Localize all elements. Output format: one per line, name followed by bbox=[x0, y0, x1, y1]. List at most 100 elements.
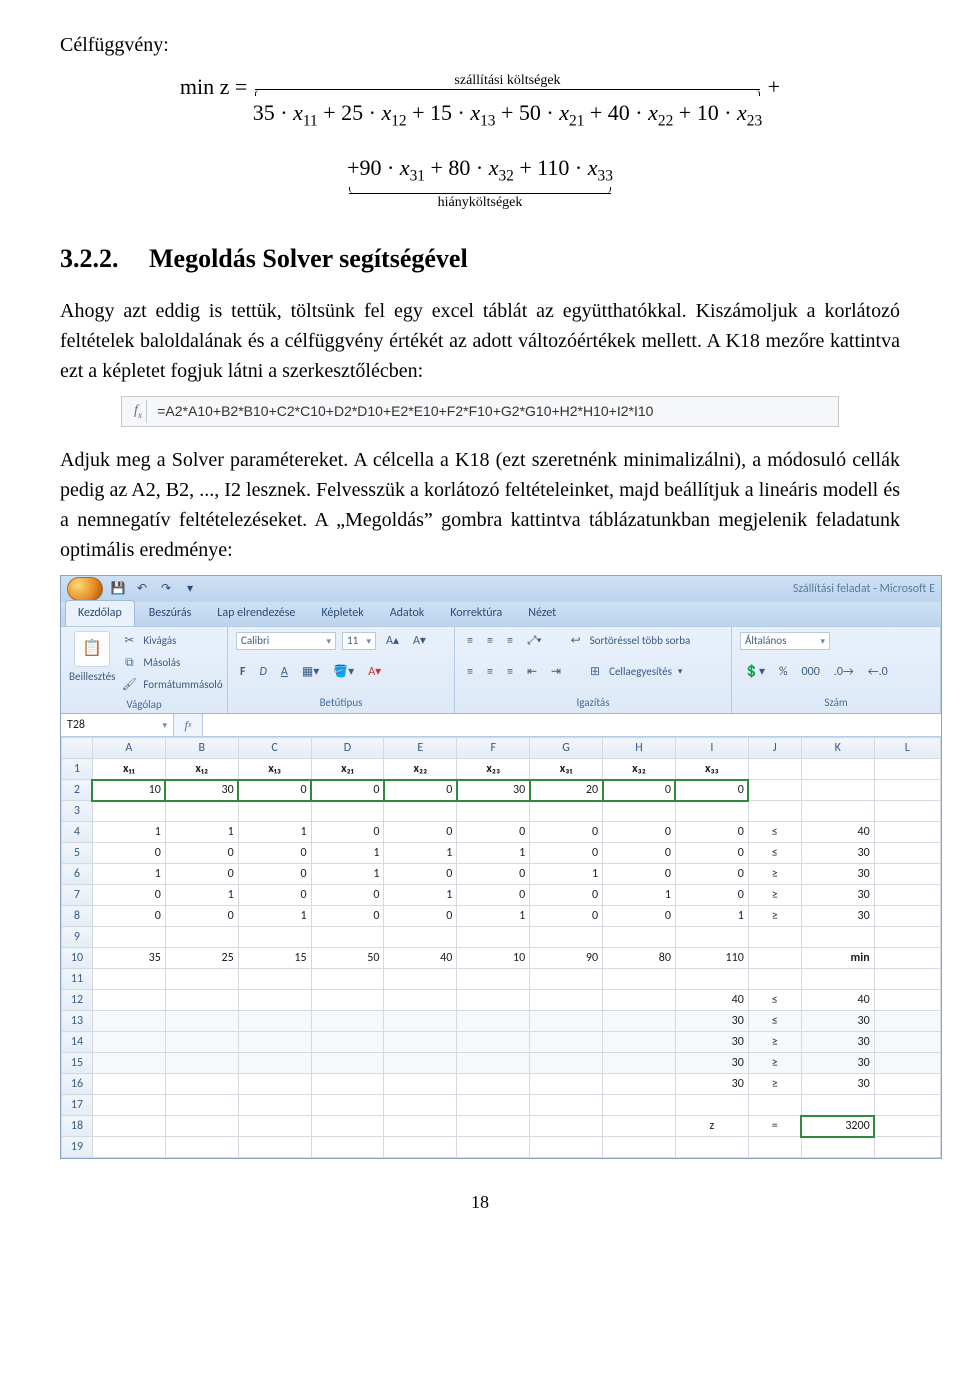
cell[interactable] bbox=[675, 1095, 748, 1116]
cell[interactable]: ≤ bbox=[748, 1011, 801, 1032]
ribbon-tab[interactable]: Lap elrendezése bbox=[205, 601, 307, 626]
align-top-button[interactable]: ≡ bbox=[463, 631, 477, 651]
column-header[interactable]: D bbox=[311, 738, 384, 759]
cell[interactable] bbox=[457, 1095, 530, 1116]
number-format-select[interactable]: Általános▾ bbox=[740, 632, 830, 650]
cell[interactable] bbox=[384, 1011, 457, 1032]
undo-icon[interactable]: ↶ bbox=[133, 580, 151, 598]
align-center-button[interactable]: ≡ bbox=[483, 662, 497, 682]
cell[interactable] bbox=[748, 948, 801, 969]
cell[interactable] bbox=[384, 1095, 457, 1116]
cell[interactable] bbox=[457, 1011, 530, 1032]
column-header[interactable]: K bbox=[801, 738, 874, 759]
cell[interactable] bbox=[92, 1032, 165, 1053]
cell[interactable]: x₃₁ bbox=[530, 759, 603, 780]
cell[interactable]: ≥ bbox=[748, 1074, 801, 1095]
cell[interactable]: 30 bbox=[801, 906, 874, 927]
cell[interactable] bbox=[92, 927, 165, 948]
cell[interactable]: 40 bbox=[384, 948, 457, 969]
cell[interactable]: 15 bbox=[238, 948, 311, 969]
cell[interactable] bbox=[801, 1137, 874, 1158]
qat-dropdown-icon[interactable]: ▾ bbox=[181, 580, 199, 598]
cell[interactable] bbox=[92, 990, 165, 1011]
cell[interactable]: ≥ bbox=[748, 1032, 801, 1053]
cell[interactable] bbox=[311, 990, 384, 1011]
cell[interactable]: 0 bbox=[92, 906, 165, 927]
cell[interactable]: 1 bbox=[384, 885, 457, 906]
cell[interactable]: ≤ bbox=[748, 822, 801, 843]
cell[interactable]: 0 bbox=[384, 780, 457, 801]
cell[interactable] bbox=[801, 780, 874, 801]
cell[interactable] bbox=[457, 1137, 530, 1158]
cell[interactable] bbox=[874, 969, 940, 990]
cell[interactable]: 20 bbox=[530, 780, 603, 801]
cell[interactable]: 1 bbox=[238, 906, 311, 927]
cell[interactable]: 0 bbox=[238, 864, 311, 885]
cell[interactable] bbox=[603, 927, 676, 948]
cell[interactable] bbox=[92, 1011, 165, 1032]
ribbon-tab[interactable]: Kezdőlap bbox=[65, 600, 135, 626]
cell[interactable] bbox=[530, 1116, 603, 1137]
grow-font-button[interactable]: A▴ bbox=[382, 631, 403, 651]
cell[interactable] bbox=[801, 927, 874, 948]
cell[interactable] bbox=[457, 1032, 530, 1053]
cell[interactable]: 1 bbox=[530, 864, 603, 885]
cell[interactable] bbox=[457, 927, 530, 948]
cell[interactable] bbox=[384, 969, 457, 990]
inc-decimal-button[interactable]: .0→ bbox=[830, 662, 858, 682]
cell[interactable] bbox=[384, 1116, 457, 1137]
cell[interactable]: 1 bbox=[311, 843, 384, 864]
cell[interactable] bbox=[801, 1095, 874, 1116]
select-all-corner[interactable] bbox=[62, 738, 93, 759]
row-header[interactable]: 12 bbox=[62, 990, 93, 1011]
sheet-table[interactable]: ABCDEFGHIJKL1x₁₁x₁₂x₁₃x₂₁x₂₂x₂₃x₃₁x₃₂x₃₃… bbox=[61, 737, 941, 1158]
cell[interactable] bbox=[530, 1137, 603, 1158]
cell[interactable] bbox=[874, 885, 940, 906]
name-box[interactable]: T28 ▾ bbox=[61, 714, 174, 736]
cell[interactable] bbox=[165, 1032, 238, 1053]
row-header[interactable]: 13 bbox=[62, 1011, 93, 1032]
cell[interactable] bbox=[874, 759, 940, 780]
cell[interactable] bbox=[874, 1095, 940, 1116]
cell[interactable] bbox=[748, 969, 801, 990]
row-header[interactable]: 4 bbox=[62, 822, 93, 843]
cell[interactable] bbox=[748, 780, 801, 801]
ribbon-tab[interactable]: Nézet bbox=[516, 601, 568, 626]
cell[interactable] bbox=[165, 801, 238, 822]
cell[interactable] bbox=[603, 1137, 676, 1158]
cell[interactable]: 1 bbox=[92, 822, 165, 843]
cell[interactable] bbox=[603, 1011, 676, 1032]
cell[interactable]: 50 bbox=[311, 948, 384, 969]
row-header[interactable]: 17 bbox=[62, 1095, 93, 1116]
cell[interactable]: 25 bbox=[165, 948, 238, 969]
row-header[interactable]: 6 bbox=[62, 864, 93, 885]
align-bottom-button[interactable]: ≡ bbox=[503, 631, 517, 651]
cell[interactable]: 10 bbox=[92, 780, 165, 801]
cell[interactable] bbox=[384, 1137, 457, 1158]
column-header[interactable]: C bbox=[238, 738, 311, 759]
dec-decimal-button[interactable]: ←.0 bbox=[864, 662, 892, 682]
cell[interactable] bbox=[165, 1011, 238, 1032]
column-header[interactable]: A bbox=[92, 738, 165, 759]
cell[interactable] bbox=[530, 1011, 603, 1032]
cell[interactable] bbox=[238, 1095, 311, 1116]
cell[interactable] bbox=[384, 1074, 457, 1095]
cell[interactable]: ≥ bbox=[748, 1053, 801, 1074]
cell[interactable]: 0 bbox=[530, 843, 603, 864]
cell[interactable] bbox=[675, 969, 748, 990]
merge-icon[interactable]: ⊞ bbox=[587, 664, 603, 680]
cell[interactable]: 30 bbox=[675, 1074, 748, 1095]
cell[interactable]: 30 bbox=[165, 780, 238, 801]
cell[interactable]: 0 bbox=[165, 864, 238, 885]
cell[interactable] bbox=[384, 1032, 457, 1053]
cell[interactable]: 0 bbox=[457, 822, 530, 843]
formula-input[interactable] bbox=[203, 714, 941, 736]
cell[interactable] bbox=[92, 1095, 165, 1116]
cell[interactable]: 3200 bbox=[801, 1116, 874, 1137]
cell[interactable] bbox=[238, 969, 311, 990]
row-header[interactable]: 3 bbox=[62, 801, 93, 822]
cell[interactable] bbox=[165, 1116, 238, 1137]
cell[interactable]: 0 bbox=[92, 843, 165, 864]
currency-button[interactable]: 💲▾ bbox=[740, 662, 769, 682]
cell[interactable] bbox=[874, 990, 940, 1011]
